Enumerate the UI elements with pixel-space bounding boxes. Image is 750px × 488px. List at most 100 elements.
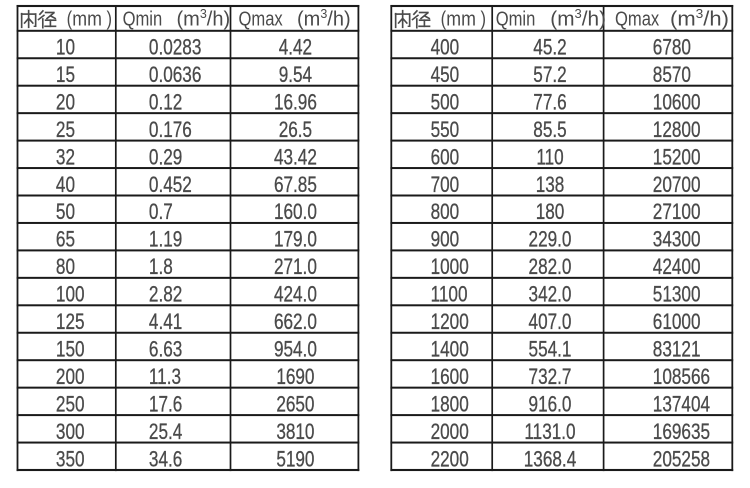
svg-text:67.85: 67.85 (274, 173, 317, 198)
svg-text:4.42: 4.42 (279, 36, 312, 61)
svg-text:83121: 83121 (653, 337, 701, 362)
svg-text:662.0: 662.0 (274, 310, 317, 335)
svg-text:1.19: 1.19 (149, 228, 182, 253)
svg-text:32: 32 (56, 145, 75, 170)
svg-text:1690: 1690 (276, 365, 314, 390)
svg-text:77.6: 77.6 (533, 90, 566, 115)
svg-text:9.54: 9.54 (279, 63, 312, 88)
svg-text:42400: 42400 (653, 255, 701, 280)
svg-text:): ) (481, 7, 487, 30)
svg-text:51300: 51300 (653, 283, 701, 308)
svg-text:732.7: 732.7 (529, 365, 572, 390)
svg-text:34300: 34300 (653, 228, 701, 253)
svg-text:(m3/h): (m3/h) (177, 7, 231, 30)
svg-text:0.7: 0.7 (149, 200, 173, 225)
svg-text:110: 110 (536, 145, 563, 170)
svg-text:229.0: 229.0 (529, 228, 572, 253)
svg-text:138: 138 (536, 173, 565, 198)
svg-text:12800: 12800 (653, 118, 701, 143)
svg-text:6780: 6780 (653, 36, 691, 61)
svg-text:65: 65 (56, 228, 75, 253)
svg-text:1000: 1000 (431, 255, 469, 280)
svg-text:350: 350 (56, 447, 85, 472)
svg-text:17.6: 17.6 (149, 392, 182, 417)
svg-text:954.0: 954.0 (274, 337, 317, 362)
svg-text:900: 900 (431, 228, 460, 253)
svg-text:180: 180 (536, 200, 565, 225)
svg-text:8570: 8570 (653, 63, 691, 88)
svg-text:108566: 108566 (653, 365, 710, 390)
svg-text:205258: 205258 (653, 447, 710, 472)
svg-text:1200: 1200 (431, 310, 469, 335)
svg-text:11.3: 11.3 (149, 365, 181, 390)
svg-text:450: 450 (431, 63, 460, 88)
svg-text:26.5: 26.5 (279, 118, 312, 143)
svg-text:550: 550 (431, 118, 460, 143)
svg-text:15: 15 (56, 63, 75, 88)
svg-text:57.2: 57.2 (533, 63, 566, 88)
svg-text:500: 500 (431, 90, 460, 115)
svg-text:179.0: 179.0 (274, 228, 317, 253)
svg-text:2200: 2200 (431, 447, 469, 472)
svg-text:40: 40 (56, 173, 75, 198)
svg-text:600: 600 (431, 145, 460, 170)
svg-text:1.8: 1.8 (149, 255, 173, 280)
svg-text:(: ( (441, 7, 447, 30)
svg-text:25: 25 (56, 118, 75, 143)
svg-text:0.0283: 0.0283 (149, 36, 201, 61)
svg-text:271.0: 271.0 (274, 255, 317, 280)
svg-text:0.176: 0.176 (149, 118, 192, 143)
svg-text:Qmax: Qmax (615, 7, 659, 30)
svg-text:Qmax: Qmax (239, 7, 283, 30)
svg-text:250: 250 (56, 392, 85, 417)
svg-text:100: 100 (56, 283, 85, 308)
svg-text:): ) (107, 7, 113, 30)
svg-text:2.82: 2.82 (149, 283, 182, 308)
svg-text:16.96: 16.96 (274, 90, 317, 115)
svg-text:mm: mm (446, 8, 476, 30)
svg-text:(: ( (67, 7, 73, 30)
svg-text:0.0636: 0.0636 (149, 63, 201, 88)
svg-text:10: 10 (56, 36, 75, 61)
svg-text:10600: 10600 (653, 90, 701, 115)
svg-text:160.0: 160.0 (274, 200, 317, 225)
svg-text:137404: 137404 (653, 392, 710, 417)
svg-text:0.452: 0.452 (149, 173, 192, 198)
svg-text:300: 300 (56, 420, 85, 445)
svg-text:80: 80 (56, 255, 75, 280)
svg-text:3810: 3810 (276, 420, 314, 445)
svg-text:1100: 1100 (431, 283, 468, 308)
svg-text:407.0: 407.0 (529, 310, 572, 335)
svg-text:(m3/h): (m3/h) (550, 6, 606, 30)
svg-text:4.41: 4.41 (149, 310, 182, 335)
svg-text:2650: 2650 (276, 392, 314, 417)
svg-text:6.63: 6.63 (149, 337, 182, 362)
svg-text:554.1: 554.1 (529, 337, 572, 362)
svg-text:700: 700 (431, 173, 460, 198)
svg-text:34.6: 34.6 (149, 447, 182, 472)
svg-text:200: 200 (56, 365, 85, 390)
svg-text:800: 800 (431, 200, 460, 225)
svg-text:20700: 20700 (653, 173, 701, 198)
svg-text:Qmin: Qmin (123, 7, 163, 30)
svg-text:43.42: 43.42 (274, 145, 317, 170)
svg-text:424.0: 424.0 (274, 283, 317, 308)
svg-text:916.0: 916.0 (529, 392, 572, 417)
svg-text:150: 150 (56, 337, 85, 362)
svg-text:61000: 61000 (653, 310, 701, 335)
svg-text:1600: 1600 (431, 365, 469, 390)
svg-text:125: 125 (56, 310, 85, 335)
svg-text:mm: mm (72, 8, 102, 30)
svg-text:85.5: 85.5 (533, 118, 566, 143)
svg-text:20: 20 (56, 90, 75, 115)
svg-text:50: 50 (56, 200, 75, 225)
svg-text:5190: 5190 (276, 447, 314, 472)
svg-text:1131.0: 1131.0 (524, 420, 575, 445)
svg-text:Qmin: Qmin (496, 7, 536, 30)
svg-text:282.0: 282.0 (529, 255, 572, 280)
svg-text:1368.4: 1368.4 (524, 447, 576, 472)
svg-text:0.29: 0.29 (149, 145, 182, 170)
svg-text:25.4: 25.4 (149, 420, 182, 445)
svg-text:400: 400 (431, 36, 460, 61)
svg-text:(m3/h): (m3/h) (297, 7, 351, 30)
